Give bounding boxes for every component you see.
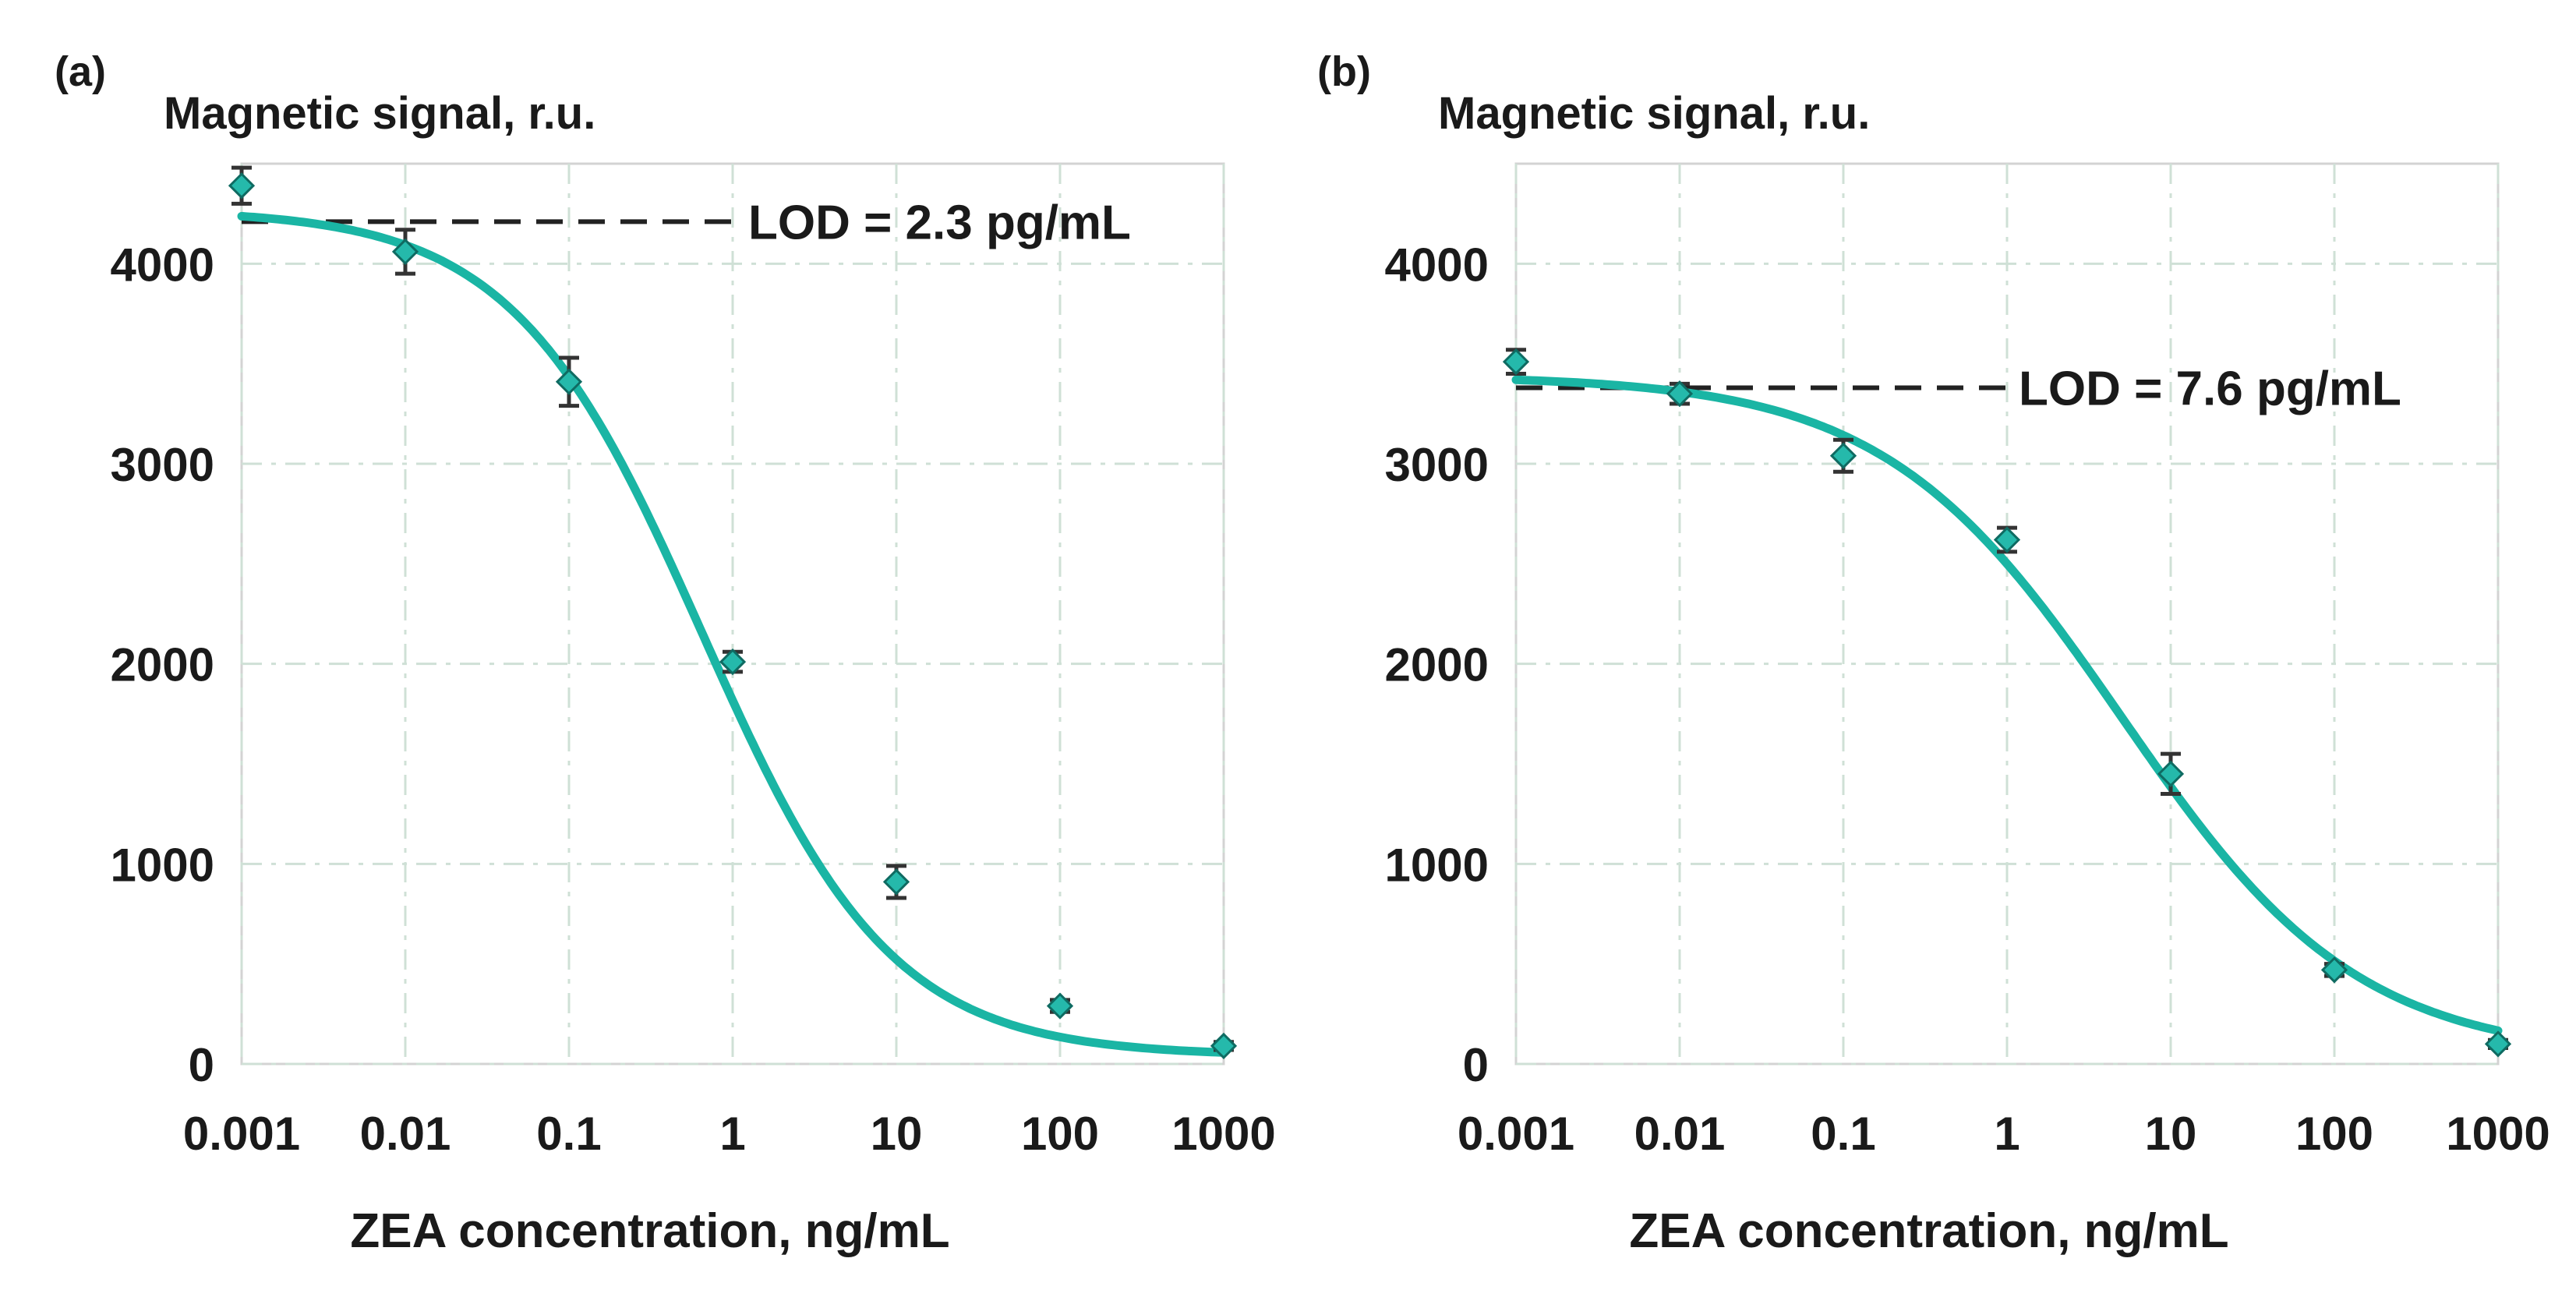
data-point: [391, 228, 419, 276]
diamond-marker: [1502, 348, 1530, 376]
data-point: [228, 165, 256, 206]
x-tick-label: 0.001: [183, 1108, 300, 1160]
diamond-marker: [228, 172, 256, 200]
lod-label: LOD = 7.6 pg/mL: [2019, 362, 2401, 415]
grid: [1514, 164, 2500, 1066]
y-axis-title: Magnetic signal, r.u.: [164, 88, 595, 139]
x-tick-label: 100: [2295, 1108, 2373, 1160]
data-point: [1210, 1032, 1238, 1060]
y-tick-label: 1000: [111, 839, 214, 891]
diamond-marker: [719, 648, 747, 676]
data-point: [2484, 1030, 2512, 1058]
data-point: [719, 648, 747, 676]
y-tick-labels: 0 1000 2000 3000 4000: [111, 239, 214, 1091]
x-tick-labels: 0.001 0.01 0.1 1 10 100 1000: [183, 1108, 1276, 1160]
x-tick-label: 1000: [2446, 1108, 2549, 1160]
data-point: [1502, 348, 1530, 376]
lod: LOD = 2.3 pg/mL: [242, 196, 1131, 249]
y-tick-label: 1000: [1385, 839, 1489, 891]
y-tick-label: 4000: [111, 239, 214, 291]
diamond-marker: [555, 368, 583, 395]
y-tick-label: 2000: [111, 639, 214, 691]
y-tick-label: 4000: [1385, 239, 1489, 291]
data-points: [1502, 348, 2512, 1058]
panel-b: (b) Magnetic signal, r.u. LOD = 7.6 pg/m…: [1317, 48, 2550, 1258]
diamond-marker: [1666, 380, 1694, 408]
lod-label: LOD = 2.3 pg/mL: [748, 196, 1131, 249]
diamond-marker: [391, 238, 419, 266]
lod: LOD = 7.6 pg/mL: [1516, 362, 2401, 415]
x-tick-label: 0.001: [1458, 1108, 1574, 1160]
diamond-marker: [1993, 526, 2021, 553]
data-point: [1829, 437, 1857, 474]
x-tick-label: 0.1: [1811, 1108, 1875, 1160]
panel-a: (a) Magnetic signal, r.u. LOD = 2.3 pg/m…: [55, 48, 1276, 1258]
data-point: [1046, 992, 1074, 1020]
x-tick-label: 1: [719, 1108, 745, 1160]
x-tick-label: 0.01: [1634, 1108, 1726, 1160]
data-point: [882, 864, 910, 900]
y-tick-labels: 0 1000 2000 3000 4000: [1385, 239, 1489, 1091]
data-point: [2157, 751, 2185, 796]
y-tick-label: 0: [1463, 1039, 1489, 1091]
diamond-marker: [2484, 1030, 2512, 1058]
diamond-marker: [1046, 992, 1074, 1020]
data-points: [228, 165, 1238, 1060]
data-point: [2320, 956, 2348, 984]
data-point: [1666, 380, 1694, 408]
x-axis-title: ZEA concentration, ng/mL: [350, 1204, 949, 1258]
x-tick-label: 0.1: [536, 1108, 601, 1160]
x-tick-label: 0.01: [360, 1108, 451, 1160]
x-tick-label: 10: [2145, 1108, 2197, 1160]
x-tick-labels: 0.001 0.01 0.1 1 10 100 1000: [1458, 1108, 2550, 1160]
data-point: [555, 355, 583, 408]
grid: [240, 164, 1225, 1066]
x-tick-label: 1: [1994, 1108, 2019, 1160]
y-tick-label: 3000: [111, 439, 214, 491]
y-tick-label: 3000: [1385, 439, 1489, 491]
panel-label: (b): [1317, 48, 1371, 95]
diamond-marker: [2320, 956, 2348, 984]
diamond-marker: [882, 868, 910, 896]
diamond-marker: [1210, 1032, 1238, 1060]
y-tick-label: 2000: [1385, 639, 1489, 691]
panel-label: (a): [55, 48, 106, 95]
y-tick-label: 0: [189, 1039, 214, 1091]
diamond-marker: [1829, 442, 1857, 469]
x-tick-label: 1000: [1171, 1108, 1275, 1160]
data-point: [1993, 525, 2021, 554]
x-axis-title: ZEA concentration, ng/mL: [1629, 1204, 2228, 1258]
diamond-marker: [2157, 760, 2185, 787]
x-tick-label: 100: [1021, 1108, 1099, 1160]
y-axis-title: Magnetic signal, r.u.: [1438, 88, 1870, 139]
x-tick-label: 10: [871, 1108, 923, 1160]
